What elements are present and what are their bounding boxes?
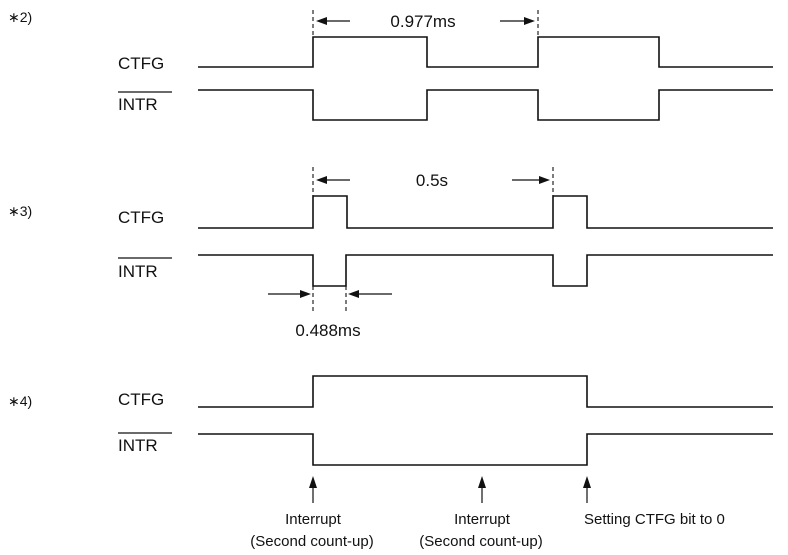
arrow-left-icon <box>316 17 327 25</box>
interrupt-annotation-detail: (Second count-up) <box>419 533 542 550</box>
arrow-right-icon <box>524 17 535 25</box>
section-marker: ∗3) <box>8 203 32 219</box>
intr-waveform <box>198 89 773 121</box>
interrupt-annotation: Interrupt <box>285 511 342 528</box>
ctfg-waveform <box>198 375 773 408</box>
ctfg-waveform <box>198 36 773 68</box>
period-label: 0.977ms <box>390 12 455 31</box>
timing-section-3: ∗3) CTFG INTR 0.5s 0.488ms <box>8 167 773 340</box>
ctfg-waveform <box>198 195 773 229</box>
arrow-right-icon <box>300 290 311 298</box>
arrow-left-icon <box>348 290 359 298</box>
arrow-up-icon <box>309 476 317 488</box>
arrow-left-icon <box>316 176 327 184</box>
ctfg-label: CTFG <box>118 390 164 409</box>
intr-label: INTR <box>118 436 158 455</box>
arrow-up-icon <box>583 476 591 488</box>
intr-waveform <box>198 433 773 466</box>
timing-section-2: ∗2) CTFG INTR 0.977ms <box>8 9 773 121</box>
interrupt-annotation: Interrupt <box>454 511 511 528</box>
section-marker: ∗4) <box>8 393 32 409</box>
interrupt-annotation-detail: (Second count-up) <box>250 533 373 550</box>
ctfg-label: CTFG <box>118 208 164 227</box>
ctfg-label: CTFG <box>118 54 164 73</box>
reset-annotation: Setting CTFG bit to 0 <box>584 511 725 528</box>
intr-waveform <box>198 254 773 287</box>
timing-section-4: ∗4) CTFG INTR Interrupt (Second count-up… <box>8 375 773 550</box>
period-label: 0.5s <box>416 171 448 190</box>
arrow-right-icon <box>539 176 550 184</box>
section-marker: ∗2) <box>8 9 32 25</box>
intr-label: INTR <box>118 262 158 281</box>
pulse-width-label: 0.488ms <box>295 321 360 340</box>
intr-label: INTR <box>118 95 158 114</box>
arrow-up-icon <box>478 476 486 488</box>
